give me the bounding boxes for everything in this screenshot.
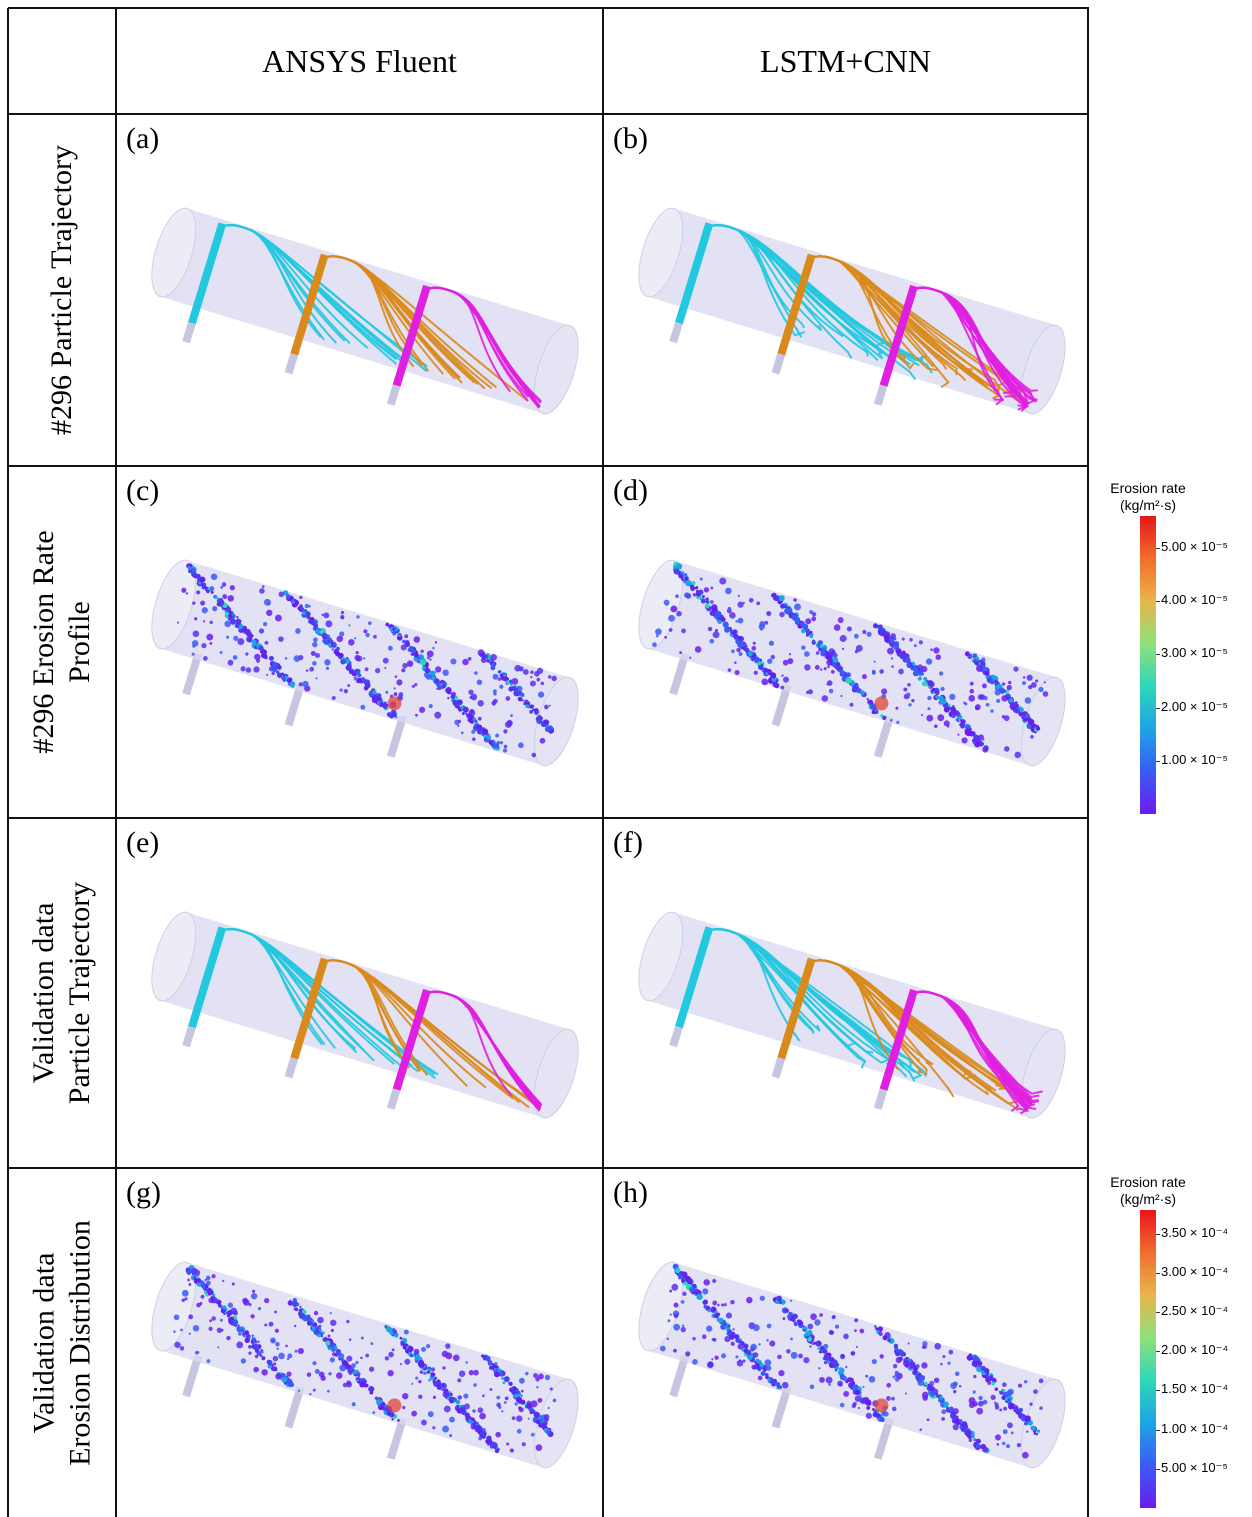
row-label: Validation dataParticle Trajectory [26,818,98,1168]
colorbar-title-line: Erosion rate [1088,480,1208,497]
colorbar-title-line: (kg/m²·s) [1088,497,1208,514]
colorbar-title: Erosion rate(kg/m²·s) [1088,1174,1208,1208]
colorbar [1140,516,1156,814]
table-border [1087,8,1089,1517]
colorbar-tick [1156,1351,1160,1352]
colorbar-tick-label: 3.00 × 10⁻⁵ [1161,645,1228,661]
colorbar-title: Erosion rate(kg/m²·s) [1088,480,1208,514]
colorbar-tick [1156,708,1160,709]
column-header: LSTM+CNN [603,8,1088,114]
pipe-scene [133,907,587,1157]
panel-image [607,468,1087,816]
panel-image [607,1170,1087,1515]
colorbar-tick [1156,1312,1160,1313]
pipe-body [160,561,569,766]
panel-label: (h) [613,1176,648,1210]
table-border [115,8,117,1517]
row-label-line: Validation data [26,1168,62,1517]
colorbar-tick-label: 5.00 × 10⁻⁵ [1161,539,1228,555]
panel-image [607,820,1087,1166]
pipe-body [647,561,1056,766]
pipe-scene [620,555,1074,805]
colorbar-tick [1156,1234,1160,1235]
row-label: #296 Particle Trajectory [44,114,80,466]
colorbar-tick [1156,1390,1160,1391]
colorbar-tick-label: 1.00 × 10⁻⁵ [1161,752,1228,768]
colorbar-tick-label: 3.50 × 10⁻⁴ [1161,1225,1228,1241]
colorbar-tick-label: 3.00 × 10⁻⁴ [1161,1264,1228,1280]
row-label: Validation dataErosion Distribution [26,1168,98,1517]
colorbar-tick [1156,601,1160,602]
colorbar-tick-label: 1.00 × 10⁻⁴ [1161,1421,1228,1437]
table-border [8,465,1089,467]
pipe-scene [620,1257,1074,1507]
panel-label: (g) [126,1176,161,1210]
colorbar-tick-label: 2.50 × 10⁻⁴ [1161,1303,1228,1319]
colorbar-tick-label: 5.00 × 10⁻⁵ [1161,1460,1228,1476]
table-border [8,817,1089,819]
pipe-scene [133,203,587,453]
colorbar-tick [1156,1469,1160,1470]
colorbar-tick [1156,761,1160,762]
colorbar-tick [1156,654,1160,655]
panel-label: (a) [126,122,159,156]
panel-image [120,1170,600,1515]
colorbar-tick-label: 2.00 × 10⁻⁵ [1161,699,1228,715]
colorbar-tick-label: 4.00 × 10⁻⁵ [1161,592,1228,608]
colorbar-tick [1156,1273,1160,1274]
pipe-scene [620,907,1074,1157]
panel-image [120,116,600,464]
row-label-line: Profile [62,466,98,818]
row-label-line: Particle Trajectory [62,818,98,1168]
row-label: #296 Erosion RateProfile [26,466,98,818]
pipe-scene [620,203,1074,453]
colorbar-tick [1156,1430,1160,1431]
row-label-line: Erosion Distribution [62,1168,98,1517]
colorbar-title-line: (kg/m²·s) [1088,1191,1208,1208]
pipe-body [160,1263,569,1468]
table-border [602,8,604,1517]
colorbar-tick-label: 2.00 × 10⁻⁴ [1161,1342,1228,1358]
table-border [8,1167,1089,1169]
pipe-scene [133,1257,587,1507]
panel-label: (d) [613,474,648,508]
row-label-line: Validation data [26,818,62,1168]
row-label-line: #296 Particle Trajectory [44,114,80,466]
panel-image [607,116,1087,464]
colorbar-tick [1156,548,1160,549]
panel-label: (b) [613,122,648,156]
column-header: ANSYS Fluent [116,8,603,114]
table-border [7,8,9,1517]
colorbar [1140,1210,1156,1508]
pipe-scene [133,554,588,805]
row-label-line: #296 Erosion Rate [26,466,62,818]
panel-label: (e) [126,826,159,860]
panel-image [120,820,600,1166]
colorbar-tick-label: 1.50 × 10⁻⁴ [1161,1381,1228,1397]
panel-image [120,468,600,816]
colorbar-title-line: Erosion rate [1088,1174,1208,1191]
panel-label: (c) [126,474,159,508]
panel-label: (f) [613,826,643,860]
